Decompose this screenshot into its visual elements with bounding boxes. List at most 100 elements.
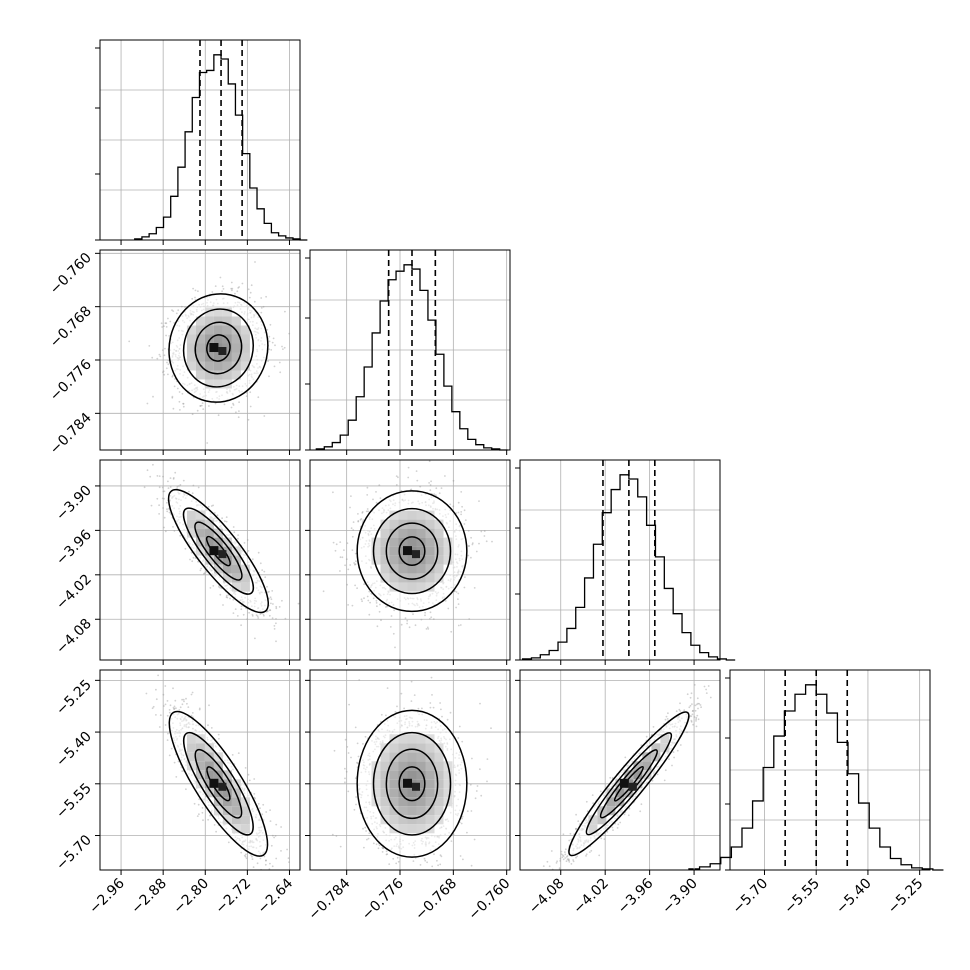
contour-line bbox=[182, 507, 255, 595]
scatter-point bbox=[395, 862, 398, 865]
scatter-point bbox=[226, 596, 229, 599]
scatter-point bbox=[349, 506, 351, 509]
scatter-point bbox=[367, 837, 370, 840]
scatter-point bbox=[369, 601, 371, 604]
scatter-point bbox=[461, 817, 463, 820]
scatter-point bbox=[173, 705, 176, 708]
scatter-point bbox=[427, 628, 430, 630]
scatter-point bbox=[172, 478, 175, 480]
scatter-point bbox=[162, 370, 165, 373]
scatter-point bbox=[251, 558, 254, 561]
scatter-point bbox=[559, 860, 561, 862]
scatter-point bbox=[471, 757, 473, 760]
scatter-point bbox=[592, 802, 594, 805]
scatter-point bbox=[476, 785, 479, 787]
contour-line bbox=[182, 308, 254, 388]
scatter-point bbox=[429, 489, 432, 492]
scatter-point bbox=[191, 297, 194, 300]
scatter-point bbox=[191, 691, 194, 694]
scatter-point bbox=[368, 832, 371, 835]
scatter-point bbox=[344, 777, 346, 780]
scatter-point bbox=[192, 287, 195, 290]
scatter-point bbox=[480, 530, 483, 533]
scatter-point bbox=[238, 401, 241, 404]
x-tick-label: −3.96 bbox=[615, 875, 657, 917]
scatter-point bbox=[354, 563, 357, 565]
scatter-point bbox=[344, 738, 347, 741]
scatter-point bbox=[397, 476, 399, 479]
scatter-point bbox=[360, 518, 363, 520]
scatter-point bbox=[345, 770, 348, 773]
scatter-point bbox=[413, 694, 416, 696]
scatter-point bbox=[164, 322, 167, 325]
scatter-point bbox=[254, 797, 256, 800]
scatter-point bbox=[344, 564, 346, 567]
scatter-point bbox=[177, 309, 180, 312]
scatter-point bbox=[161, 497, 164, 500]
scatter-point bbox=[385, 606, 387, 608]
scatter-point bbox=[163, 497, 165, 500]
scatter-point bbox=[266, 591, 269, 593]
scatter-point bbox=[253, 796, 256, 799]
scatter-point bbox=[167, 732, 169, 735]
scatter-point bbox=[199, 405, 202, 407]
scatter-point bbox=[171, 375, 174, 378]
scatter-point bbox=[221, 517, 224, 520]
scatter-point bbox=[409, 877, 411, 879]
scatter-point bbox=[268, 340, 271, 343]
histogram-panel-3: −5.70 −5.55 −5.40 −5.25 bbox=[688, 669, 944, 917]
scatter-point bbox=[178, 400, 181, 403]
scatter-point bbox=[468, 545, 470, 547]
scatter-point bbox=[332, 541, 335, 544]
scatter-point bbox=[603, 838, 606, 840]
scatter-point bbox=[287, 875, 289, 877]
density-peak bbox=[209, 778, 227, 791]
scatter-point bbox=[201, 807, 204, 809]
scatter-point bbox=[179, 484, 182, 486]
scatter-point bbox=[404, 874, 406, 876]
scatter-point bbox=[172, 407, 175, 410]
scatter-point bbox=[229, 597, 231, 600]
scatter-point bbox=[164, 703, 167, 706]
y-tick-label: −0.784 bbox=[47, 410, 95, 458]
scatter-point bbox=[357, 755, 360, 758]
scatter-point bbox=[223, 403, 226, 406]
scatter-point bbox=[267, 610, 269, 612]
scatter-point bbox=[350, 495, 352, 497]
scatter-point bbox=[417, 707, 420, 710]
scatter-point bbox=[419, 864, 422, 866]
scatter-point bbox=[361, 512, 364, 514]
density-cell bbox=[403, 778, 412, 788]
scatter-point bbox=[426, 861, 428, 864]
scatter-point bbox=[262, 803, 265, 806]
scatter-point bbox=[271, 617, 274, 620]
scatter-point bbox=[474, 797, 477, 800]
scatter-point bbox=[356, 762, 359, 765]
scatter-point bbox=[251, 613, 254, 616]
scatter-point bbox=[569, 832, 572, 835]
scatter-point bbox=[165, 334, 168, 337]
scatter-point bbox=[616, 827, 619, 829]
scatter-point bbox=[167, 487, 170, 489]
scatter-point bbox=[403, 707, 405, 710]
scatter-point bbox=[179, 409, 181, 411]
scatter-point bbox=[564, 848, 567, 851]
scatter-point bbox=[697, 702, 699, 705]
scatter-point bbox=[693, 684, 696, 686]
scatter-point bbox=[222, 604, 224, 606]
scatter-point bbox=[375, 599, 378, 602]
scatter-point bbox=[269, 809, 271, 811]
scatter-point bbox=[357, 520, 360, 522]
scatter-point bbox=[673, 756, 675, 759]
scatter-point bbox=[240, 608, 243, 611]
scatter-point bbox=[559, 857, 562, 860]
scatter-point bbox=[332, 491, 334, 494]
scatter-point bbox=[207, 818, 210, 821]
scatter-point bbox=[365, 830, 367, 832]
scatter-point bbox=[146, 469, 149, 472]
scatter-point bbox=[238, 410, 240, 412]
scatter-point bbox=[428, 460, 431, 463]
scatter-point bbox=[158, 486, 161, 489]
scatter-point bbox=[483, 530, 486, 532]
scatter-point bbox=[562, 858, 565, 861]
